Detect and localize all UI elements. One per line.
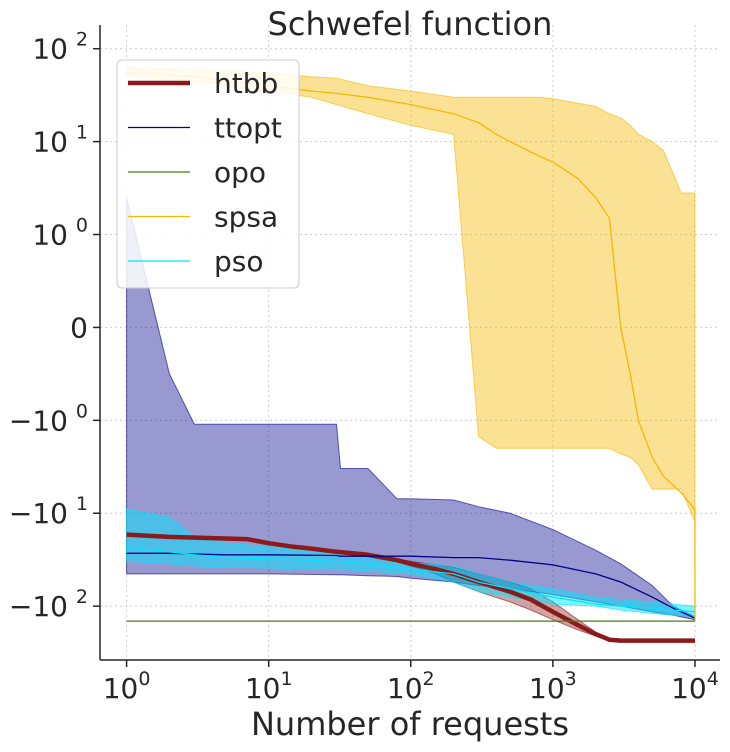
line-ttopt xyxy=(126,552,696,619)
x-tick-label: 102 xyxy=(387,668,435,705)
legend-label-opo: opo xyxy=(214,156,266,189)
y-tick-label: 0 xyxy=(70,311,88,344)
x-tick-layer: 100 101 102 103 104 xyxy=(103,660,719,705)
legend-label-pso: pso xyxy=(214,245,264,278)
line-htbb xyxy=(126,532,695,643)
x-tick-label: 104 xyxy=(671,668,719,705)
y-tick-label: 10 1 xyxy=(32,122,88,159)
line-layer xyxy=(126,72,696,643)
x-tick-label: 103 xyxy=(529,668,577,705)
line-pso xyxy=(126,546,696,613)
axes-layer xyxy=(99,25,720,661)
legend-label-htbb: htbb xyxy=(214,67,278,100)
y-tick-label: −10 2 xyxy=(9,586,88,623)
line-spsa xyxy=(126,72,696,620)
y-tick-label: 10 2 xyxy=(32,29,88,66)
x-axis-label: Number of requests xyxy=(251,705,569,743)
x-tick-label: 100 xyxy=(103,668,151,705)
y-tick-label: −10 0 xyxy=(9,400,88,437)
legend-label-spsa: spsa xyxy=(214,201,278,234)
legend: htbb ttopt opo spsa pso xyxy=(116,59,300,289)
y-tick-label: −10 1 xyxy=(9,493,88,530)
x-tick-label: 101 xyxy=(245,668,293,705)
legend-label-ttopt: ttopt xyxy=(214,112,282,145)
legend-box xyxy=(116,59,300,289)
chart-title: Schwefel function xyxy=(268,5,553,43)
y-tick-label: 10 0 xyxy=(32,215,88,252)
